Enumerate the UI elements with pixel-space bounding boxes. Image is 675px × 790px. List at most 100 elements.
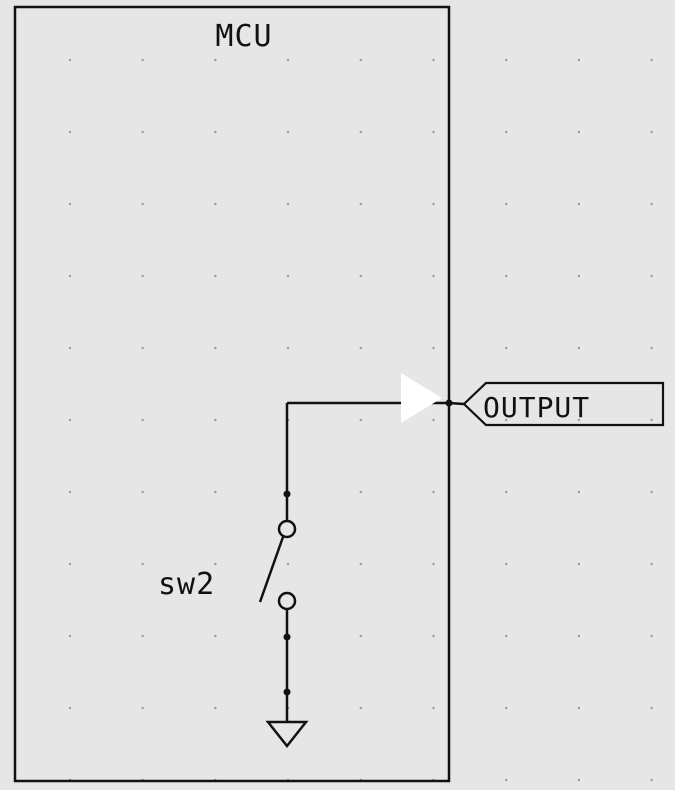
grid-dot bbox=[359, 202, 362, 206]
grid-dot bbox=[286, 562, 290, 566]
grid-dot bbox=[577, 562, 581, 566]
grid-dot bbox=[359, 130, 362, 134]
output-pin-triangle-icon[interactable] bbox=[401, 373, 442, 423]
junction-dot bbox=[283, 688, 291, 696]
grid-dot bbox=[432, 274, 435, 278]
grid-dot bbox=[650, 634, 653, 638]
switch-contact-bottom bbox=[277, 591, 297, 611]
grid-dot bbox=[650, 274, 653, 278]
grid-dot bbox=[577, 58, 581, 62]
grid-dot bbox=[359, 490, 362, 494]
grid-dot bbox=[577, 706, 581, 710]
grid-dot bbox=[141, 58, 144, 62]
grid-dot bbox=[214, 346, 217, 350]
output-port-stub bbox=[448, 401, 465, 406]
grid-dot bbox=[577, 274, 581, 278]
grid-dot bbox=[141, 706, 144, 710]
grid-dot bbox=[505, 58, 508, 62]
grid-dot bbox=[505, 778, 508, 782]
switch-contact-top bbox=[277, 519, 297, 539]
grid-dot bbox=[141, 490, 144, 494]
grid-dot bbox=[577, 778, 581, 782]
grid-dot bbox=[432, 562, 435, 566]
grid-dot bbox=[432, 634, 435, 638]
grid-dot bbox=[505, 202, 508, 206]
grid-dot bbox=[214, 706, 217, 710]
grid-dot bbox=[286, 202, 290, 206]
output-port-label: OUTPUT bbox=[483, 391, 590, 424]
grid-dot bbox=[214, 562, 217, 566]
wires bbox=[285, 401, 449, 722]
junction-dot bbox=[283, 633, 291, 641]
grid-dot bbox=[432, 418, 435, 422]
junctions bbox=[283, 399, 453, 696]
grid-dot bbox=[359, 634, 362, 638]
grid-dot bbox=[505, 274, 508, 278]
grid-dot bbox=[650, 58, 653, 62]
grid-dot bbox=[505, 346, 508, 350]
grid-dot bbox=[577, 346, 581, 350]
grid-dot bbox=[68, 346, 72, 350]
grid-dot bbox=[286, 130, 290, 134]
grid-dot bbox=[650, 706, 653, 710]
switch-label: sw2 bbox=[158, 567, 215, 602]
grid-dot bbox=[68, 202, 72, 206]
junction-dot bbox=[283, 490, 291, 498]
grid-dot bbox=[68, 490, 72, 494]
grid-dot bbox=[432, 202, 435, 206]
grid-dot bbox=[650, 202, 653, 206]
grid-dot bbox=[650, 562, 653, 566]
grid-dot bbox=[214, 58, 217, 62]
grid-dot bbox=[214, 634, 217, 638]
mcu-label: MCU bbox=[215, 19, 272, 54]
grid-dot bbox=[286, 346, 290, 350]
grid-dot bbox=[141, 634, 144, 638]
grid-dot bbox=[214, 490, 217, 494]
grid-dot bbox=[68, 274, 72, 278]
grid-dot bbox=[432, 346, 435, 350]
grid-dot bbox=[68, 706, 72, 710]
grid-dot bbox=[577, 202, 581, 206]
mcu-block[interactable] bbox=[13, 5, 451, 783]
grid-dot bbox=[68, 562, 72, 566]
grid-dot bbox=[505, 562, 508, 566]
grid-dot bbox=[68, 58, 72, 62]
grid-dot bbox=[577, 418, 581, 422]
grid-dot bbox=[505, 490, 508, 494]
grid-dot bbox=[577, 634, 581, 638]
grid-dot bbox=[214, 130, 217, 134]
grid-dot bbox=[68, 634, 72, 638]
grid-dot bbox=[359, 58, 362, 62]
grid-dot bbox=[432, 58, 435, 62]
grid-dot bbox=[650, 778, 653, 782]
grid-dot bbox=[432, 706, 435, 710]
grid-dot bbox=[141, 202, 144, 206]
grid-dot bbox=[359, 706, 362, 710]
grid-dot bbox=[141, 346, 144, 350]
grid-dot bbox=[214, 202, 217, 206]
grid-dot bbox=[214, 418, 217, 422]
grid-dot bbox=[505, 634, 508, 638]
output-port[interactable]: OUTPUT bbox=[448, 381, 665, 427]
ground-icon[interactable] bbox=[265, 720, 309, 749]
grid-dot bbox=[214, 274, 217, 278]
grid-dot bbox=[650, 346, 653, 350]
grid-dots bbox=[68, 58, 653, 782]
grid-dot bbox=[286, 274, 290, 278]
grid-dot bbox=[505, 706, 508, 710]
grid-dot bbox=[359, 346, 362, 350]
grid-dot bbox=[286, 58, 290, 62]
grid-dot bbox=[359, 274, 362, 278]
switch-sw2[interactable] bbox=[258, 519, 297, 611]
grid-dot bbox=[68, 130, 72, 134]
grid-dot bbox=[577, 490, 581, 494]
grid-dot bbox=[141, 562, 144, 566]
grid-dot bbox=[650, 418, 653, 422]
grid-dot bbox=[650, 130, 653, 134]
grid-dot bbox=[68, 418, 72, 422]
grid-dot bbox=[141, 418, 144, 422]
grid-dot bbox=[505, 130, 508, 134]
switch-lever bbox=[258, 536, 285, 603]
grid-dot bbox=[432, 130, 435, 134]
